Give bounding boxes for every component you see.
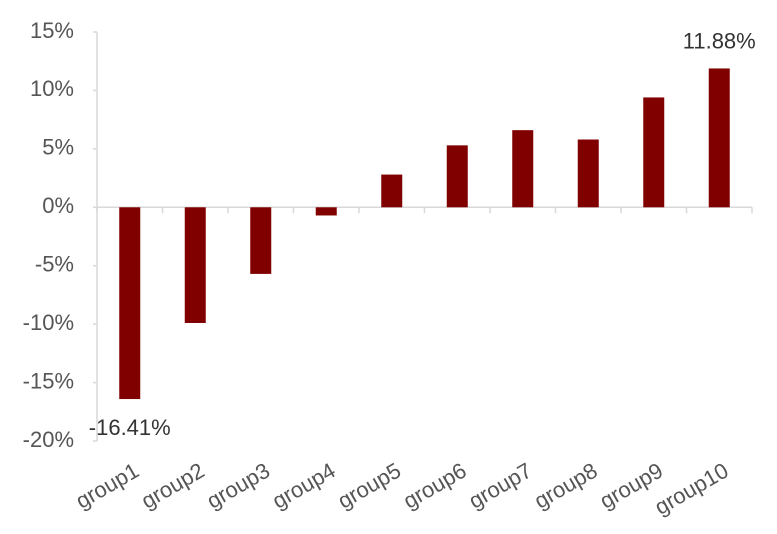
bar — [381, 174, 403, 208]
y-tick-label: 5% — [42, 135, 74, 160]
y-tick-label: 15% — [30, 18, 74, 43]
x-tick-label: group2 — [137, 458, 209, 514]
x-tick-label: group4 — [268, 458, 340, 514]
bar — [643, 97, 665, 208]
x-tick-label: group3 — [202, 458, 274, 514]
bar — [119, 207, 141, 400]
bar — [512, 130, 534, 208]
y-tick-label: 0% — [42, 193, 74, 218]
y-tick-label: -5% — [35, 252, 74, 277]
x-tick-label: group5 — [333, 458, 405, 514]
bar — [577, 139, 599, 208]
bar — [446, 145, 468, 208]
x-tick-label: group8 — [530, 458, 602, 514]
x-tick-label: group1 — [71, 458, 143, 514]
value-label: -16.41% — [89, 415, 171, 440]
x-tick-label: group10 — [650, 458, 732, 520]
y-tick-label: -10% — [23, 310, 74, 335]
bar — [708, 68, 730, 208]
value-label: 11.88% — [683, 28, 756, 53]
x-tick-label: group6 — [399, 458, 471, 514]
x-tick-label: group7 — [464, 458, 536, 514]
bar — [184, 207, 206, 323]
y-tick-label: -20% — [23, 427, 74, 452]
y-tick-label: 10% — [30, 76, 74, 101]
bar — [250, 207, 272, 274]
bar — [315, 207, 337, 216]
y-tick-label: -15% — [23, 368, 74, 393]
